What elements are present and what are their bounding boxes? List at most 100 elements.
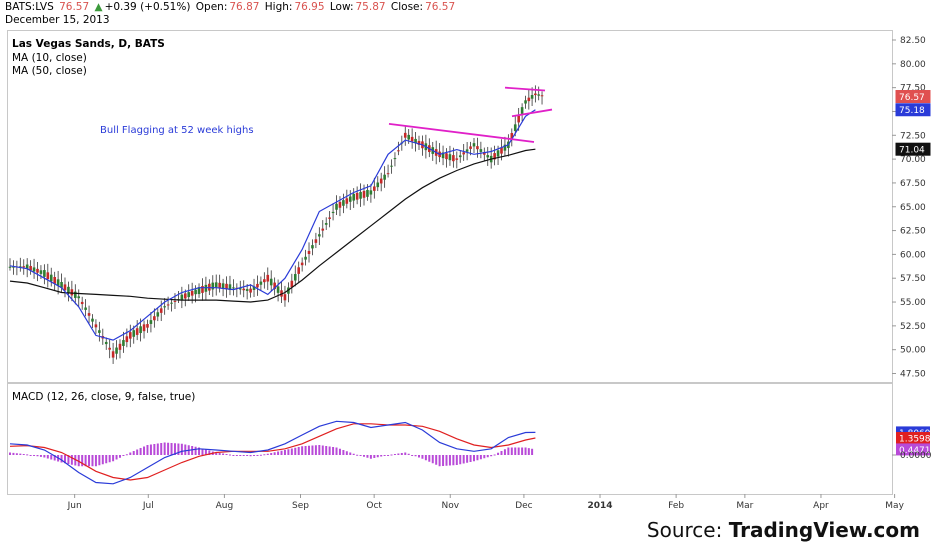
candle-body: [486, 155, 490, 158]
candle-body: [49, 274, 53, 282]
x-tick-label: Feb: [668, 501, 684, 511]
candle-body: [318, 234, 321, 237]
last-price: 76.57: [59, 1, 90, 13]
candle-body: [283, 294, 287, 301]
macd-hist-bar: [191, 446, 194, 455]
macd-hist-bar: [270, 453, 273, 455]
candle-body: [517, 115, 520, 123]
candle-body: [534, 93, 537, 96]
candle-body: [338, 201, 342, 208]
macd-hist-bar: [321, 445, 324, 455]
y-tick-label: 70.00: [900, 155, 926, 165]
candle-body: [469, 146, 472, 149]
candle-body: [328, 217, 331, 219]
macd-hist-bar: [77, 455, 80, 467]
macd-hist-bar: [198, 447, 201, 455]
candle-body: [452, 155, 455, 162]
candle-body: [537, 94, 541, 96]
candle-body: [513, 124, 517, 131]
x-tick-label: Jul: [142, 501, 154, 511]
candle-body: [115, 347, 118, 354]
y-tick-label: 60.00: [900, 250, 926, 260]
candle-body: [410, 136, 414, 142]
macd-hist-bar: [325, 446, 328, 455]
candle-body: [300, 262, 304, 266]
macd-hist-bar: [448, 455, 451, 466]
candle-body: [249, 288, 252, 293]
macd-hist-bar: [53, 455, 56, 461]
bull-flag-annotation: Bull Flagging at 52 week highs: [100, 125, 254, 136]
candle-body: [128, 332, 132, 339]
x-tick-label: Nov: [441, 501, 459, 511]
macd-hist-bar: [143, 446, 146, 455]
candle-body: [194, 289, 197, 295]
macd-hist-bar: [345, 451, 348, 455]
x-tick-label: 2014: [587, 501, 612, 511]
macd-hist-bar: [393, 454, 396, 455]
candle-body: [67, 286, 70, 293]
macd-hist-bar: [524, 447, 527, 455]
macd-hist-bar: [332, 447, 335, 455]
macd-hist-bar: [376, 455, 379, 458]
macd-hist-bar: [84, 455, 87, 467]
low-value: 75.87: [355, 1, 386, 13]
macd-hist-bar: [452, 455, 455, 466]
candle-body: [304, 256, 307, 260]
macd-hist-bar: [438, 455, 441, 467]
macd-zero-label: 0.0000: [900, 451, 932, 461]
flag-trendline-mid: [511, 108, 553, 118]
macd-hist-bar: [483, 455, 486, 459]
ma10-tag-bg: [895, 103, 931, 117]
candle-body: [204, 284, 208, 292]
macd-hist-bar: [222, 453, 225, 455]
macd-hist-bar: [115, 455, 118, 460]
macd-hist-bar: [493, 454, 496, 456]
candle-body: [12, 266, 15, 268]
macd-hist-bar: [462, 455, 465, 464]
candle-body: [297, 267, 301, 274]
candle-body: [46, 272, 50, 280]
macd-hist-bar: [510, 447, 513, 455]
candle-body: [84, 307, 87, 310]
macd-line: [9, 420, 536, 485]
macd-hist-bar: [149, 444, 152, 455]
candle-body: [465, 149, 469, 152]
candle-body: [479, 149, 483, 152]
ma50-line: [9, 148, 536, 303]
macd-hist-bar: [146, 445, 149, 455]
macd-hist-bar: [531, 448, 534, 455]
macd-hist-bar: [256, 455, 259, 456]
candle-body: [441, 152, 445, 159]
macd-hist-bar: [88, 455, 91, 467]
x-tick-label: Dec: [515, 501, 532, 511]
macd-hist-bar: [469, 455, 472, 462]
ma10-legend[interactable]: MA (10, close): [12, 52, 87, 64]
macd-hist-bar: [63, 455, 66, 464]
candle-body: [366, 189, 369, 197]
candle-body: [376, 182, 380, 188]
candle-body: [149, 320, 153, 324]
macd-hist-bar: [445, 455, 448, 466]
candle-body: [108, 347, 111, 350]
x-tick-label: Oct: [366, 501, 382, 511]
macd-hist-bar: [60, 455, 63, 463]
candle-body: [520, 107, 524, 114]
candle-body: [201, 286, 204, 293]
macd-hist-bar: [170, 443, 173, 455]
candle-body: [348, 196, 352, 202]
ma50-legend[interactable]: MA (50, close): [12, 65, 87, 77]
candle-body: [190, 290, 194, 296]
source-prefix: Source:: [646, 518, 729, 542]
candle-body: [397, 150, 400, 152]
candle-body: [417, 140, 421, 145]
candle-body: [19, 266, 22, 268]
candle-body: [183, 293, 187, 299]
candle-body: [122, 340, 125, 346]
candle-body: [139, 326, 142, 334]
macd-hist-bar: [118, 455, 121, 458]
macd-hist-bar: [380, 455, 383, 457]
macd-hist-bar: [459, 455, 462, 465]
source-brand: TradingView.com: [728, 518, 920, 542]
macd-hist-bar: [466, 455, 469, 463]
